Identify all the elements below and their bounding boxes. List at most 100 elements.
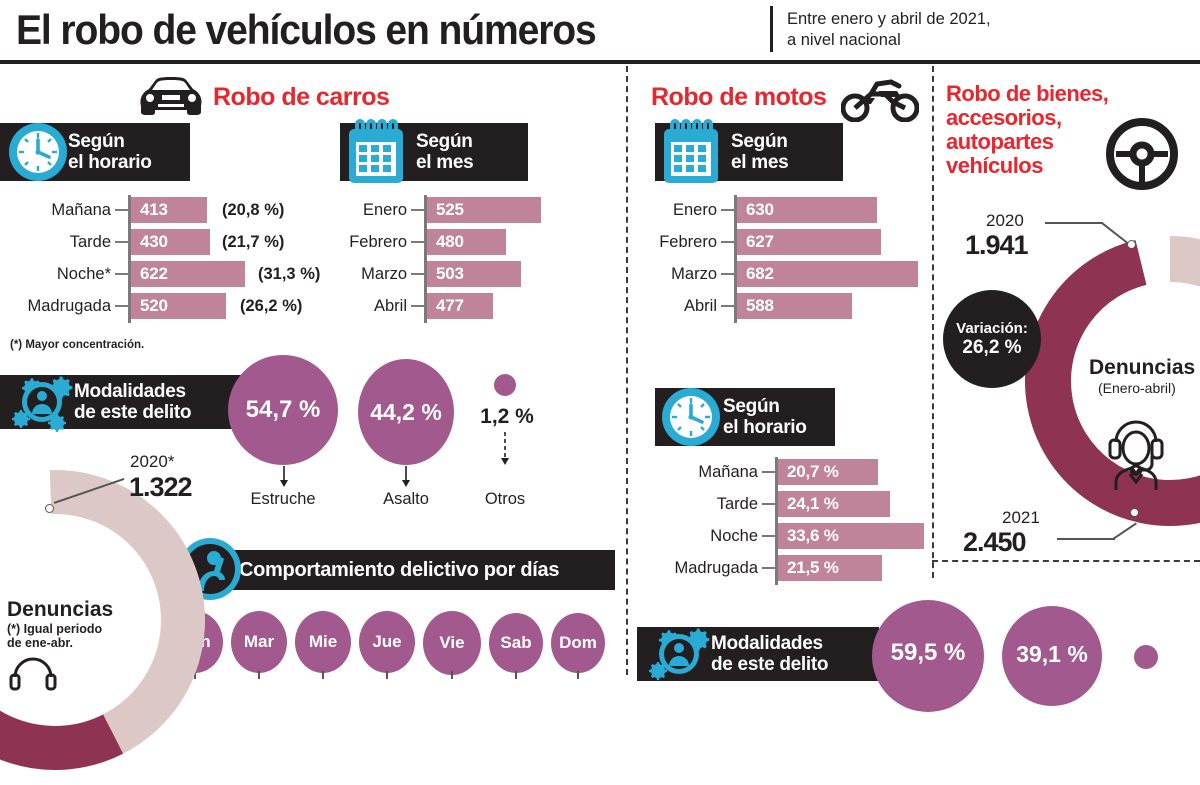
bienes-2020-label: 2020 — [986, 211, 1024, 230]
row-value: 525 — [436, 200, 464, 219]
bubble-value: 59,5 % — [890, 639, 966, 666]
day-tick — [258, 671, 260, 679]
section-title-carros: Robo de carros — [213, 83, 390, 111]
clock-icon — [8, 122, 68, 182]
row-label: Tarde — [716, 494, 758, 513]
row-bar: 503 — [427, 261, 521, 287]
row-bar: 477 — [427, 293, 493, 319]
variacion-value: 26,2 % — [962, 336, 1022, 358]
chart-axis — [734, 195, 737, 323]
gears-person-icon — [647, 620, 711, 688]
label-comportamiento-dias-text: Comportamiento delictivo por días — [239, 558, 560, 581]
gears-person-icon — [10, 368, 74, 436]
row-tick — [411, 241, 424, 243]
day-label: Mar — [243, 632, 275, 651]
row-tick — [411, 305, 424, 307]
day-tick — [322, 671, 324, 679]
divider-motos-bienes-vert — [932, 66, 934, 578]
row-bar: 430 — [131, 229, 210, 255]
row-value: 682 — [746, 264, 774, 283]
day-circle: Mie — [295, 611, 351, 673]
chart-axis — [424, 195, 427, 323]
arrow-otros — [500, 432, 510, 466]
section-title-bienes-line4: vehículos — [946, 153, 1043, 178]
row-label: Madrugada — [674, 558, 758, 577]
row-label: Tarde — [69, 232, 111, 251]
day-label: Vie — [439, 633, 465, 652]
divider-bienes-bottom — [932, 560, 1200, 562]
row-tick — [762, 503, 775, 505]
bienes-2021-callout-line — [1057, 538, 1115, 540]
bubble-asalto: 44,2 % — [358, 359, 454, 465]
row-bar: 520 — [131, 293, 226, 319]
row-value: 21,5 % — [787, 558, 839, 577]
day-circle: Mar — [231, 611, 287, 673]
row-label: Noche — [710, 526, 758, 545]
variacion-label: Variación: — [956, 319, 1028, 337]
day-label: Sab — [500, 633, 532, 652]
row-value: 33,6 % — [787, 526, 839, 545]
calendar-icon — [345, 118, 407, 186]
bienes-2020-callout-line — [1045, 222, 1103, 224]
variacion-badge: Variación: 26,2 % — [943, 290, 1041, 388]
row-percent: (26,2 %) — [240, 297, 303, 315]
row-label: Febrero — [659, 232, 717, 251]
bienes-denuncias-subtitle: (Enero-abril) — [1098, 380, 1176, 396]
arrow-asalto — [401, 466, 411, 488]
row-label: Abril — [683, 296, 717, 315]
row-label: Madrugada — [27, 296, 111, 315]
row-bar: 24,1 % — [778, 491, 890, 517]
row-tick — [411, 273, 424, 275]
header-subtitle-line2: a nivel nacional — [787, 31, 901, 49]
operator-icon — [1100, 412, 1172, 490]
note-carros-horario: (*) Mayor concentración. — [10, 339, 145, 351]
bubble-estruche: 54,7 % — [228, 355, 338, 465]
row-value: 413 — [140, 200, 168, 219]
arrow-estruche — [279, 466, 289, 488]
day-circle: Vie — [423, 611, 481, 675]
chart-carros-horario: Mañana 413 (20,8 %) Tarde 430 (21,7 %) N… — [28, 195, 368, 323]
row-bar: 682 — [737, 261, 918, 287]
row-value: 480 — [436, 232, 464, 251]
day-label: Dom — [559, 633, 597, 652]
row-value: 627 — [746, 232, 774, 251]
bubble-motos-1: 59,5 % — [872, 600, 984, 712]
bubble-label-estruche: Estruche — [250, 490, 316, 508]
label-motos-mes-text: Según el mes — [731, 131, 789, 173]
row-tick — [115, 241, 128, 243]
row-bar: 20,7 % — [778, 459, 878, 485]
steering-wheel-icon — [1106, 118, 1178, 190]
row-label: Mañana — [698, 462, 758, 481]
bubble-motos-3 — [1134, 645, 1158, 669]
row-tick — [762, 535, 775, 537]
carros-denuncias-note-line2: de ene-abr. — [7, 636, 73, 650]
carros-denuncias-title: Denuncias — [7, 598, 114, 621]
label-carros-modalidades-text: Modalidades de este delito — [74, 381, 192, 423]
day-tick — [386, 671, 388, 679]
row-value: 622 — [140, 264, 168, 283]
bubble-otros — [494, 374, 516, 396]
donut-bienes-denuncias — [1005, 216, 1200, 546]
row-label: Enero — [362, 200, 407, 219]
row-label: Abril — [373, 296, 407, 315]
row-value: 588 — [746, 296, 774, 315]
row-tick — [115, 209, 128, 211]
row-bar: 21,5 % — [778, 555, 882, 581]
header-subtitle-line1: Entre enero y abril de 2021, — [787, 10, 991, 28]
day-tick — [451, 671, 453, 679]
row-tick — [721, 209, 734, 211]
bubble-value: 54,7 % — [245, 396, 321, 423]
bubble-value: 44,2 % — [370, 398, 442, 425]
bienes-2021-value: 2.450 — [963, 527, 1027, 557]
section-title-bienes: Robo de bienes, accesorios, autopartes v… — [946, 81, 1109, 178]
car-icon — [133, 76, 209, 118]
chart-carros-mes: Enero 525 Febrero 480 Marzo 503 Abril 47… — [349, 195, 624, 323]
label-motos-modalidades-text: Modalidades de este delito — [711, 633, 829, 675]
row-bar: 480 — [427, 229, 506, 255]
row-bar: 413 — [131, 197, 207, 223]
row-bar: 588 — [737, 293, 852, 319]
section-title-bienes-line1: Robo de bienes, — [946, 81, 1109, 106]
row-percent: (20,8 %) — [222, 201, 285, 219]
row-bar: 33,6 % — [778, 523, 924, 549]
row-label: Marzo — [671, 264, 717, 283]
